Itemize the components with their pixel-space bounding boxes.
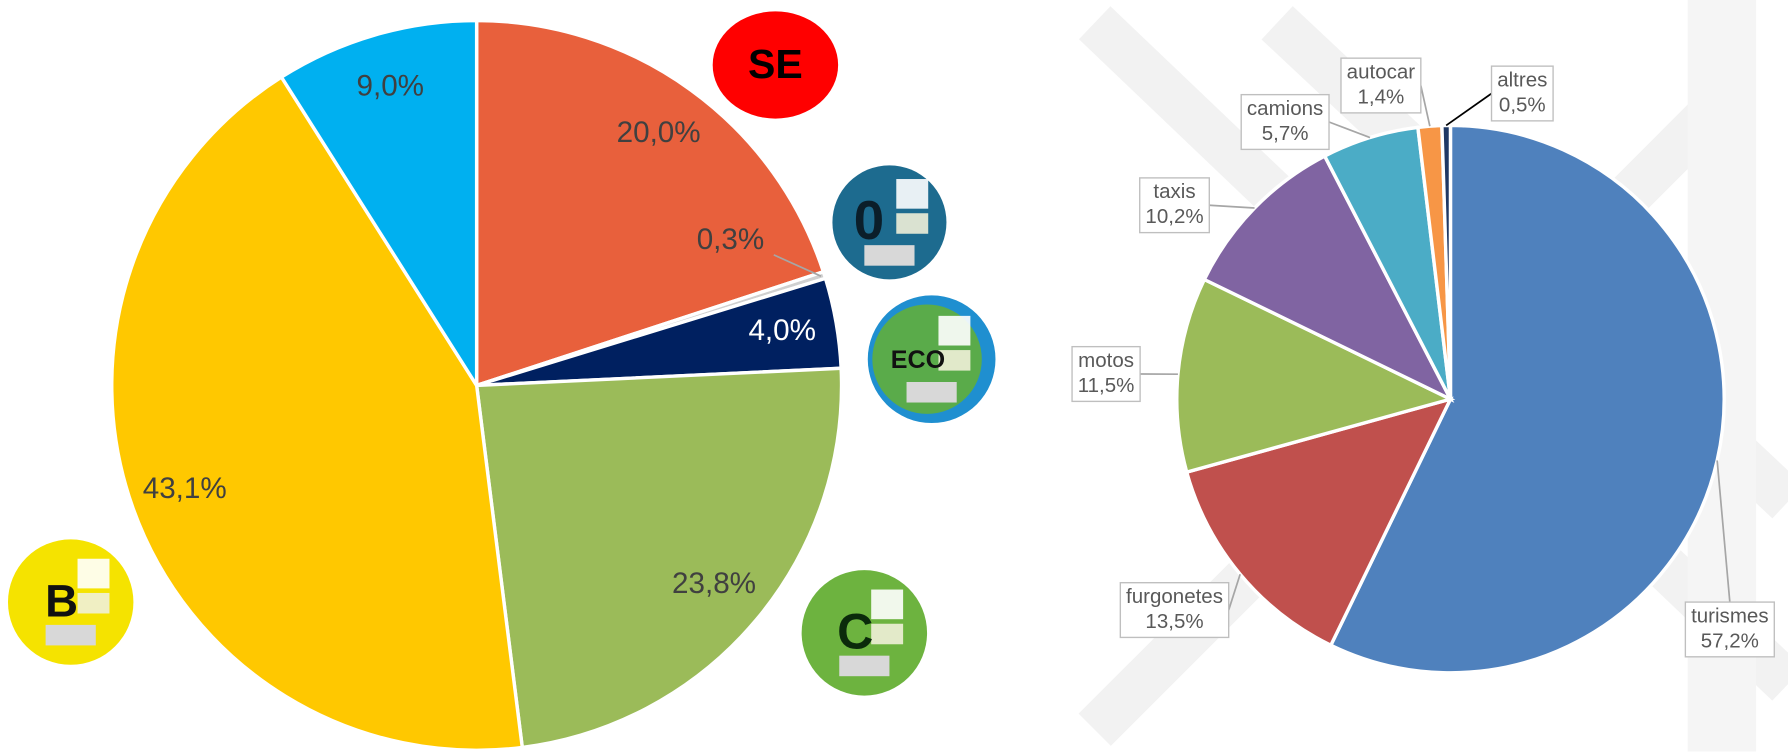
badge-panel	[871, 623, 904, 645]
pie-slice	[279, 18, 479, 392]
data-label: 23,8%	[672, 567, 756, 600]
data-label: 43,1%	[143, 472, 227, 505]
data-label: 0,3%	[697, 223, 765, 256]
badge-panel	[938, 350, 971, 371]
leader-line	[1419, 85, 1431, 127]
data-label: 9,0%	[357, 69, 425, 102]
data-label: 10,2%	[1145, 205, 1203, 228]
leader-line	[773, 254, 822, 277]
category-label: motos	[1078, 349, 1134, 372]
badge-panel	[77, 592, 110, 614]
label-box	[1684, 601, 1775, 658]
badge-label: B	[45, 575, 78, 626]
badge-panel	[896, 179, 929, 209]
pie-slice	[1202, 153, 1455, 403]
badge-panel	[77, 558, 110, 589]
category-label: furgonetes	[1126, 585, 1223, 608]
pie-slice	[110, 74, 525, 752]
badge-logo	[839, 655, 890, 677]
label-box	[1139, 177, 1210, 234]
badge-logo	[864, 245, 915, 266]
leader-line	[1209, 204, 1255, 209]
category-label: autocar	[1347, 60, 1416, 83]
badge-label: ECO	[891, 346, 945, 374]
pie-slice	[1184, 396, 1454, 648]
data-label: 57,2%	[1701, 629, 1759, 652]
data-label: 13,5%	[1145, 610, 1203, 633]
category-label: turismes	[1691, 604, 1769, 627]
label-box	[1240, 93, 1330, 151]
data-label: 0,5%	[1499, 93, 1546, 116]
label-box	[1490, 65, 1554, 122]
leader-line	[1445, 92, 1493, 127]
leader-line	[1227, 573, 1241, 611]
badge-panel	[896, 213, 929, 234]
data-label: 5,7%	[1262, 122, 1309, 145]
badge-logo	[45, 624, 96, 646]
category-label: taxis	[1153, 180, 1195, 203]
canvas: 20,0% 0,3% 4,0% 23,8% 43,1% 9,0% SE 0 ECO C B turis…	[7, 0, 1788, 752]
badge	[712, 11, 839, 119]
data-label: 1,4%	[1358, 85, 1405, 108]
badge-label: 0	[854, 189, 884, 251]
pie-slice	[474, 18, 826, 388]
label-box	[1340, 57, 1422, 114]
leader-line	[1328, 121, 1371, 139]
badge-label: C	[837, 603, 873, 659]
label-box	[1071, 345, 1141, 403]
pie-slice	[474, 366, 844, 750]
pie-slice	[1175, 277, 1456, 475]
badge-panel	[871, 589, 904, 620]
label-box	[1119, 582, 1230, 639]
data-label: 20,0%	[617, 116, 701, 149]
data-label: 4,0%	[748, 314, 816, 347]
category-label: altres	[1497, 68, 1547, 91]
data-label: 11,5%	[1078, 374, 1135, 397]
pie-slice	[1440, 123, 1453, 400]
badge-logo	[906, 382, 957, 403]
badge-label: SE	[748, 41, 803, 87]
badge-panel	[938, 315, 971, 346]
leader-line	[1716, 460, 1731, 603]
category-label: camions	[1247, 97, 1323, 120]
